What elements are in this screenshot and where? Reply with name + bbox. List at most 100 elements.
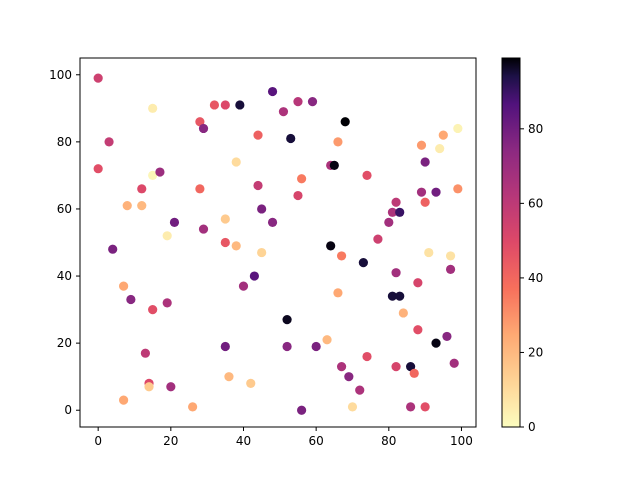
scatter-point-5 [119,395,129,405]
scatter-point-88 [420,402,430,412]
scatter-point-44 [278,107,289,117]
scatter-point-71 [387,207,398,217]
colorbar-gradient [502,58,520,427]
scatter-point-30 [220,341,230,352]
scatter-point-38 [253,130,263,140]
scatter-point-49 [293,190,303,201]
scatter-point-22 [195,117,205,127]
colorbar-ticks: 0 20 40 60 80 [520,122,543,434]
scatter-point-83 [413,325,423,335]
scatter-point-24 [198,123,209,134]
scatter-point-68 [362,351,372,362]
scatter-point-64 [347,402,358,412]
scatter-point-42 [267,86,278,97]
y-axis: 0 20 40 60 80 100 [49,68,80,417]
scatter-point-89 [424,247,434,258]
scatter-point-8 [137,184,147,194]
scatter-point-43 [267,217,278,227]
scatter-point-9 [137,201,147,211]
scatter-point-56 [326,241,336,251]
scatter-point-90 [431,187,441,197]
scatter-point-54 [322,335,332,345]
scatter-point-47 [286,133,296,144]
x-tick-label-20: 20 [163,434,178,448]
scatter-point-91 [431,338,441,348]
scatter-point-58 [333,137,343,147]
scatter-point-59 [333,288,343,298]
scatter-point-18 [162,298,172,308]
scatter-point-66 [358,258,368,268]
scatter-point-63 [344,372,354,382]
scatter-point-41 [257,247,267,258]
scatter-point-31 [224,372,234,382]
scatter-point-52 [307,97,318,107]
x-tick-label-0: 0 [94,434,102,448]
colorbar: 0 20 40 60 80 [501,57,543,434]
scatter-point-23 [195,184,205,194]
colorbar-tick-label-80: 80 [528,122,543,136]
scatter-point-96 [445,264,456,274]
scatter-point-20 [169,217,180,227]
scatter-point-51 [297,405,307,415]
scatter-point-17 [162,231,172,241]
scatter-point-82 [413,278,423,288]
scatter-point-98 [453,123,463,134]
x-axis: 0 20 40 60 80 100 [94,427,473,448]
scatter-point-60 [336,251,347,261]
x-tick-label-100: 100 [450,434,473,448]
scatter-point-78 [398,308,408,318]
scatter-point-79 [406,362,416,372]
scatter-point-86 [420,157,430,167]
y-tick-label-40: 40 [57,269,72,283]
scatter-point-67 [362,170,372,181]
scatter-point-29 [220,237,230,248]
scatter-point-80 [406,402,416,412]
scatter-point-33 [231,241,241,251]
scatter-point-57 [329,160,339,170]
y-tick-label-60: 60 [57,202,72,216]
y-tick-label-80: 80 [57,135,72,149]
scatter-point-35 [238,281,249,291]
scatter-point-19 [166,382,176,392]
colorbar-tick-label-40: 40 [528,271,543,285]
x-tick-label-80: 80 [381,434,396,448]
y-tick-label-20: 20 [57,336,72,350]
scatter-point-39 [253,180,263,191]
scatter-point-34 [235,100,245,110]
scatter-point-73 [391,197,401,207]
scatter-point-65 [355,385,365,395]
scatter-point-27 [220,100,230,110]
scatter-point-72 [387,291,398,301]
points-layer [93,73,463,415]
scatter-point-93 [438,130,448,140]
scatter-point-4 [119,281,129,291]
scatter-point-50 [297,174,307,184]
scatter-point-32 [231,157,241,167]
scatter-point-3 [108,244,118,254]
scatter-point-21 [188,402,198,412]
colorbar-border [501,57,521,428]
scatter-point-77 [395,291,405,301]
scatter-point-36 [246,378,256,388]
scatter-point-26 [209,100,220,110]
scatter-point-84 [416,140,427,150]
plot-border [79,57,477,428]
scatter-point-62 [340,117,350,127]
scatter-point-10 [140,348,150,358]
plot-area: 0 20 40 60 80 100 0 20 40 60 80 100 [49,57,477,448]
scatter-point-61 [336,362,347,372]
scatter-point-12 [144,382,154,392]
scatter-point-92 [435,143,445,154]
scatter-point-6 [122,201,132,211]
scatter-point-81 [409,368,419,378]
scatter-point-75 [391,362,401,372]
scatter-point-70 [384,217,394,227]
scatter-point-0 [93,73,103,83]
colorbar-tick-label-0: 0 [528,420,536,434]
scatter-point-46 [282,341,292,352]
scatter-point-97 [449,358,459,368]
scatter-point-13 [148,103,158,113]
scatter-point-7 [126,294,136,305]
colorbar-tick-label-60: 60 [528,196,543,210]
